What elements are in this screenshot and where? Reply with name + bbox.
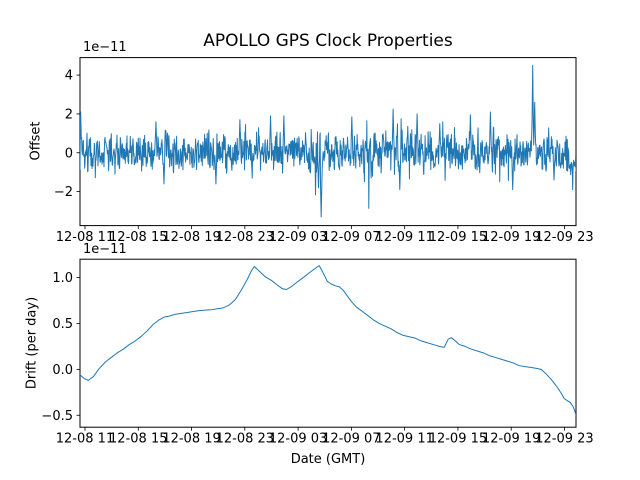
drift-scale-label: 1e−11 [83,242,127,257]
offset-x-tick-label: 12-09 19 [482,230,540,245]
drift-data-line [80,265,576,416]
drift-x-tick-label: 12-08 23 [216,432,274,447]
drift-axes-frame [79,258,577,428]
offset-x-tick-label: 12-08 19 [162,230,220,245]
offset-x-tick-label: 12-09 23 [535,230,593,245]
offset-x-tick-label: 12-09 11 [375,230,433,245]
offset-x-tick-label: 12-09 03 [269,230,327,245]
drift-x-tick-label: 12-09 07 [322,432,380,447]
drift-x-tick-label: 12-09 23 [535,432,593,447]
drift-x-tick-label: 12-09 19 [482,432,540,447]
offset-x-tick-label: 12-09 15 [429,230,487,245]
drift-y-tick-label: 0.5 [52,317,73,332]
drift-x-tick-label: 12-08 11 [56,432,114,447]
offset-data-line [80,64,576,218]
offset-x-tick-label: 12-09 07 [322,230,380,245]
offset-x-tick-label: 12-08 15 [109,230,167,245]
offset-y-tick-label: 0 [65,146,73,161]
drift-y-tick-label: −0.5 [41,409,73,424]
drift-axis-label: Drift (per day) [24,296,40,390]
drift-x-tick-label: 12-09 11 [375,432,433,447]
offset-axis-label: Offset [28,121,44,161]
drift-x-tick-label: 12-08 15 [109,432,167,447]
offset-y-tick-label: −2 [54,185,73,200]
offset-x-tick-label: 12-08 23 [216,230,274,245]
drift-x-tick-label: 12-09 15 [429,432,487,447]
drift-y-tick-label: 1.0 [52,271,73,286]
offset-y-tick-label: 4 [65,69,73,84]
drift-x-tick-label: 12-08 19 [162,432,220,447]
offset-y-tick-label: 2 [65,107,73,122]
chart-title: APOLLO GPS Clock Properties [203,31,453,51]
drift-y-tick-label: 0.0 [52,363,73,378]
drift-x-tick-label: 12-09 03 [269,432,327,447]
x-axis-label: Date (GMT) [290,452,366,467]
offset-scale-label: 1e−11 [83,40,127,55]
offset-x-tick-label: 12-08 11 [56,230,114,245]
